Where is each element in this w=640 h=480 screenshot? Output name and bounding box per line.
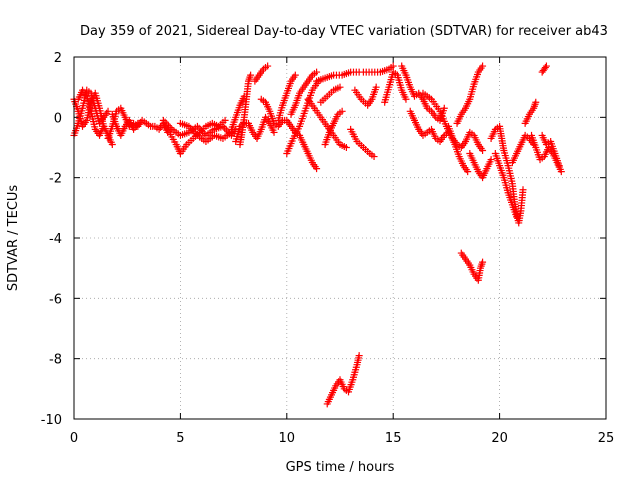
data-point [355,352,363,360]
data-point [134,119,142,127]
y-tick-label: 2 [54,51,62,66]
y-tick-label: -8 [49,353,62,368]
data-point [402,95,410,103]
data-point [270,128,278,136]
data-point [372,83,380,91]
data-point [104,107,112,115]
data-point [313,165,321,173]
data-point [487,156,495,164]
y-axis-label: SDTVAR / TECUs [6,185,21,292]
data-point [313,68,321,76]
data-point [221,116,229,124]
x-tick-label: 25 [598,431,615,446]
y-tick-label: -10 [41,413,62,428]
data-point [440,104,448,112]
chart-title: Day 359 of 2021, Sidereal Day-to-day VTE… [80,24,608,39]
data-point [555,162,563,170]
data-point [161,118,169,126]
y-tick-label: -4 [49,232,62,247]
x-tick-label: 15 [385,431,402,446]
data-point [389,62,397,70]
data-series [70,62,565,408]
data-point [264,62,272,70]
y-tick-labels: -10 -8 -6 -4 -2 0 2 [41,51,62,428]
data-point [479,62,487,70]
data-point [513,213,521,221]
x-axis-label: GPS time / hours [286,460,395,475]
data-point [479,258,487,266]
data-point [247,71,255,79]
data-point [464,168,472,176]
data-point [370,153,378,161]
x-tick-label: 20 [491,431,508,446]
data-point [221,124,229,132]
x-tick-label: 0 [70,431,78,446]
x-tick-labels: 0 5 10 15 20 25 [70,431,614,446]
data-point [338,107,346,115]
x-tick-label: 10 [279,431,296,446]
y-tick-label: 0 [54,111,62,126]
data-point [557,168,565,176]
data-point [342,144,350,151]
data-point [479,147,487,155]
data-point [542,62,550,70]
data-point [541,64,549,72]
data-point [532,98,540,106]
data-point [100,122,108,130]
data-point [336,83,344,91]
data-point [519,186,527,194]
y-tick-label: -6 [49,292,62,307]
data-point [291,71,299,79]
plot-frame [73,56,607,420]
y-tick-label: -2 [49,172,62,187]
data-point [108,140,116,148]
x-tick-label: 5 [176,431,184,446]
